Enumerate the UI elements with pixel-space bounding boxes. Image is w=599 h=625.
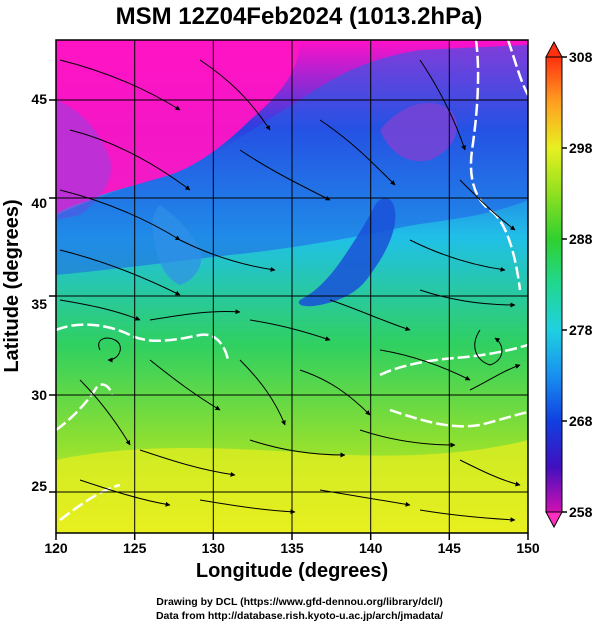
lat-tick-labels: 25 30 35 40 45: [31, 91, 47, 494]
lon-tick-label: 135: [280, 540, 304, 556]
colorbar-tick-label: 288: [569, 231, 593, 247]
lon-tick-label: 125: [123, 540, 147, 556]
credit-data: Data from http://database.rish.kyoto-u.a…: [155, 610, 444, 622]
colorbar-tick-label: 308: [569, 49, 593, 65]
lon-tick-label: 150: [516, 540, 540, 556]
korea: [152, 205, 202, 285]
honshu: [298, 198, 396, 307]
lon-tick-label: 140: [359, 540, 383, 556]
colorbar-scale: [545, 56, 563, 513]
colorbar-tick-label: 298: [569, 140, 593, 156]
lat-tick-label: 25: [31, 478, 47, 494]
colorbar-tick-label: 278: [569, 322, 593, 338]
map-plot: [56, 40, 528, 533]
cold-core: [56, 100, 111, 220]
lat-tick-label: 35: [31, 296, 47, 312]
graticule: [56, 40, 528, 533]
lat-tick-label: 40: [31, 195, 47, 211]
lon-tick-labels: 120 125 130 135 140 145 150: [44, 540, 540, 556]
colorbar-tick-label: 268: [569, 413, 593, 429]
credit-drawing: Drawing by DCL (https://www.gfd-dennou.o…: [156, 596, 443, 608]
colorbar: 308 298 288 278 268 258: [545, 40, 593, 529]
lon-tick-label: 120: [44, 540, 68, 556]
lat-tick-label: 45: [31, 91, 47, 107]
contour-lines: [56, 40, 528, 522]
colorbar-tick-label: 258: [569, 504, 593, 520]
cold-air-mass: [56, 40, 300, 215]
streamlines: [59, 59, 521, 523]
lon-tick-label: 145: [438, 540, 462, 556]
chart-title: MSM 12Z04Feb2024 (1013.2hPa): [116, 3, 483, 30]
y-axis-label: Latitude (degrees): [1, 199, 23, 372]
colorbar-max-arrow: [545, 40, 563, 58]
lat-tick-label: 30: [31, 387, 47, 403]
colorbar-min-arrow: [545, 511, 563, 529]
lon-tick-label: 130: [202, 540, 226, 556]
tick-marks: [49, 99, 529, 540]
x-axis-label: Longitude (degrees): [196, 560, 388, 582]
